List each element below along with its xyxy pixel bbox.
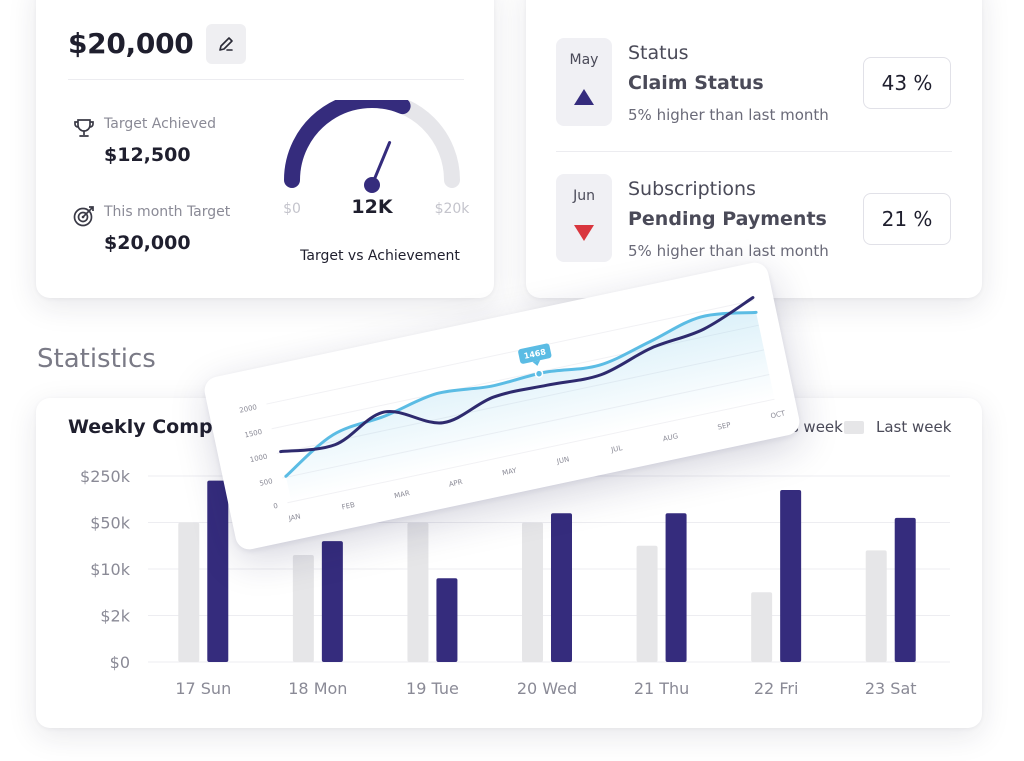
trophy-icon bbox=[74, 119, 94, 137]
status-title: Claim Status bbox=[628, 72, 764, 94]
bar-this-week bbox=[665, 513, 687, 662]
x-tick-label: 22 Fri bbox=[754, 679, 799, 698]
floating-line-chart-card: 0 500 1000 1500 2000 JAN FEB MAR APR MAY JUN JUL AUG… bbox=[201, 260, 803, 552]
status-kicker: Subscriptions bbox=[628, 178, 756, 200]
statistics-heading: Statistics bbox=[37, 344, 156, 374]
x-tick-label: 19 Tue bbox=[406, 679, 459, 698]
divider bbox=[556, 151, 952, 152]
line-x-tick: JAN bbox=[287, 512, 301, 523]
trend-down-icon bbox=[574, 225, 594, 241]
pencil-icon bbox=[219, 37, 233, 51]
status-subtitle: 5% higher than last month bbox=[628, 242, 829, 260]
status-card: May Status Claim Status 5% higher than l… bbox=[526, 0, 982, 298]
gauge-max-label: $20k bbox=[435, 201, 471, 217]
annotation-badge bbox=[518, 343, 552, 364]
x-tick-label: 20 Wed bbox=[517, 679, 577, 698]
bar-last-week bbox=[178, 522, 200, 662]
gauge-caption: Target vs Achievement bbox=[300, 248, 460, 264]
bar-this-week bbox=[780, 489, 802, 662]
bar-last-week bbox=[751, 592, 773, 662]
line-y-tick: 2000 bbox=[239, 403, 258, 415]
line-y-tick: 1000 bbox=[249, 453, 268, 465]
weekly-bar-chart: $0 $2k $10k $50k $250k 17 Sun 18 Mon 19 Tue 20 W… bbox=[80, 467, 950, 698]
target-gauge: 12K $0 $20k bbox=[283, 100, 471, 218]
bar-this-week bbox=[207, 480, 229, 662]
month-badge: Jun bbox=[556, 174, 612, 262]
legend-swatch bbox=[844, 420, 864, 434]
line-x-tick: MAY bbox=[501, 466, 518, 477]
line-y-tick: 500 bbox=[259, 477, 274, 488]
monthly-line-chart: 0 500 1000 1500 2000 JAN FEB MAR APR MAY JUN JUL AUG… bbox=[239, 296, 787, 523]
bar-last-week bbox=[636, 545, 658, 662]
gauge-hub bbox=[364, 177, 380, 193]
gauge-min-label: $0 bbox=[283, 201, 301, 217]
month-target-label: This month Target bbox=[104, 204, 231, 220]
month-target-value: $20,000 bbox=[104, 232, 191, 254]
line-x-tick: MAR bbox=[394, 489, 411, 500]
y-tick-label: $0 bbox=[110, 653, 130, 672]
bar-last-week bbox=[407, 522, 429, 662]
gauge-center-label: 12K bbox=[351, 196, 393, 218]
bar-this-week bbox=[321, 541, 343, 662]
month-badge: May bbox=[556, 38, 612, 126]
x-tick-label: 17 Sun bbox=[175, 679, 231, 698]
bar-last-week bbox=[522, 522, 543, 662]
bar-this-week bbox=[436, 578, 458, 662]
x-tick-label: 18 Mon bbox=[288, 679, 347, 698]
target-card: $20,000 Target Achieved $12,500 This mon… bbox=[36, 0, 494, 298]
target-total: $20,000 bbox=[68, 27, 194, 60]
bar-this-week bbox=[551, 513, 572, 662]
status-subtitle: 5% higher than last month bbox=[628, 106, 829, 124]
line-x-tick: SEP bbox=[717, 421, 731, 432]
y-tick-label: $10k bbox=[90, 560, 131, 579]
line-x-tick: AUG bbox=[662, 432, 679, 443]
line-area-fill bbox=[285, 312, 775, 502]
x-tick-label: 21 Thu bbox=[634, 679, 690, 698]
status-item-claim: May Status Claim Status 5% higher than l… bbox=[556, 38, 956, 138]
status-percent: 21 % bbox=[863, 193, 951, 245]
line-grid bbox=[266, 300, 754, 405]
line-x-tick: FEB bbox=[341, 501, 356, 512]
month-label: May bbox=[569, 52, 599, 68]
target-achieved-value: $12,500 bbox=[104, 144, 191, 166]
line-y-tick: 0 bbox=[273, 502, 279, 511]
month-label: Jun bbox=[573, 188, 595, 204]
y-tick-label: $2k bbox=[100, 607, 130, 626]
legend-last-week[interactable]: Last week bbox=[844, 418, 951, 436]
bar-last-week bbox=[865, 550, 887, 662]
line-series-dark bbox=[279, 296, 755, 454]
status-kicker: Status bbox=[628, 42, 689, 64]
status-percent: 43 % bbox=[863, 57, 951, 109]
x-tick-label: 23 Sat bbox=[865, 679, 917, 698]
y-tick-label: $50k bbox=[90, 514, 131, 533]
line-y-tick: 1500 bbox=[244, 428, 263, 440]
gauge-fill bbox=[284, 100, 411, 188]
status-title: Pending Payments bbox=[628, 208, 827, 230]
line-series-light bbox=[284, 310, 758, 478]
annotation-point bbox=[534, 369, 544, 378]
divider bbox=[68, 79, 464, 80]
line-x-tick: OCT bbox=[770, 409, 787, 420]
trend-up-icon bbox=[574, 89, 594, 105]
y-tick-label: $250k bbox=[80, 467, 131, 486]
edit-button[interactable] bbox=[206, 24, 246, 64]
bar-this-week bbox=[894, 517, 916, 662]
status-item-subscriptions: Jun Subscriptions Pending Payments 5% hi… bbox=[556, 174, 956, 274]
legend-label: Last week bbox=[876, 418, 952, 436]
target-achieved-label: Target Achieved bbox=[104, 116, 216, 132]
line-x-tick: JUN bbox=[555, 455, 570, 466]
line-x-tick: JUL bbox=[610, 444, 624, 454]
annotation-pointer bbox=[532, 360, 541, 366]
target-icon bbox=[73, 206, 94, 227]
gauge-track bbox=[284, 100, 460, 188]
line-x-tick: APR bbox=[448, 478, 463, 489]
bar-last-week bbox=[292, 555, 314, 662]
